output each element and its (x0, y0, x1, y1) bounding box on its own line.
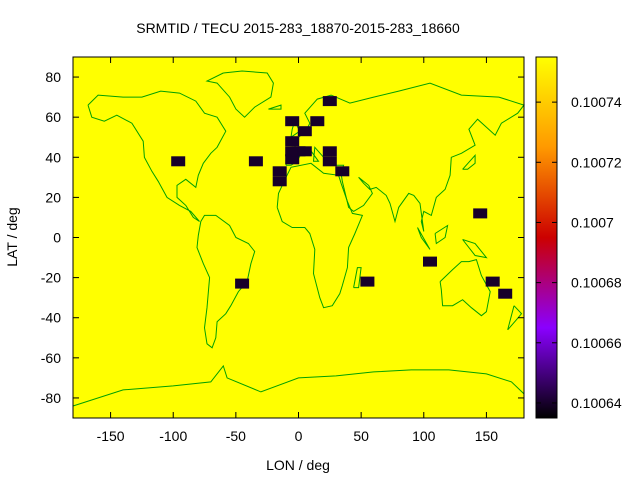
x-tick-label: 100 (412, 428, 436, 444)
coastline (87, 90, 227, 222)
station-marker (322, 146, 337, 157)
coastline (462, 239, 488, 259)
land-outlines (72, 70, 525, 407)
colorbar-tick-label: 0.10064 (571, 395, 622, 411)
y-axis-label: LAT / deg (4, 207, 20, 266)
x-tick-label: 150 (475, 428, 499, 444)
coastline (205, 70, 274, 118)
x-tick-label: -50 (226, 428, 246, 444)
station-marker (335, 166, 350, 177)
plot-background (73, 57, 524, 418)
station-marker (272, 166, 287, 177)
x-tick-label: -100 (159, 428, 187, 444)
x-tick-label: -150 (97, 428, 125, 444)
x-tick-label: 50 (353, 428, 369, 444)
x-tick-label: 0 (295, 428, 303, 444)
station-marker (248, 156, 263, 167)
coastline (196, 214, 256, 349)
station-marker (360, 276, 375, 287)
coastline (462, 153, 476, 170)
y-tick-label: -40 (41, 310, 61, 326)
y-tick-label: -80 (41, 390, 61, 406)
station-marker (297, 146, 312, 157)
coastline (417, 227, 431, 250)
colorbar-gradient (535, 56, 558, 419)
y-tick-label: -60 (41, 350, 61, 366)
x-axis-label: LON / deg (266, 457, 330, 473)
colorbar: 0.10064 0.10066 0.10068 0.1007 0.10072 0.1007… (535, 56, 622, 419)
station-markers (171, 96, 513, 299)
coastline (72, 364, 525, 407)
coastline (353, 267, 362, 289)
colorbar-tick-label: 0.10072 (571, 154, 622, 170)
y-tick-label: 0 (53, 230, 61, 246)
station-marker (485, 276, 500, 287)
y-tick-label: 40 (45, 149, 61, 165)
plot-area (73, 57, 524, 418)
station-marker (285, 116, 300, 127)
coastline (434, 224, 449, 245)
y-tick-label: 20 (45, 189, 61, 205)
coastline (268, 104, 282, 110)
colorbar-tick-label: 0.1007 (571, 214, 614, 230)
station-marker (322, 156, 337, 167)
station-marker (498, 288, 513, 299)
y-tick-label: -20 (41, 270, 61, 286)
axes: -150 -100 -50 0 50 100 150 -80 -60 -40 -20 0 20 40 60 8… (41, 56, 525, 444)
station-marker (285, 154, 300, 165)
station-marker (171, 156, 186, 167)
station-marker (322, 96, 337, 107)
chart-title: SRMTID / TECU 2015-283_18870-2015-283_18… (136, 20, 460, 36)
station-marker (297, 126, 312, 137)
colorbar-tick-label: 0.10066 (571, 335, 622, 351)
y-tick-label: 60 (45, 109, 61, 125)
station-marker (473, 208, 488, 219)
coastline (276, 162, 364, 309)
coastline (507, 305, 523, 331)
colorbar-tick-label: 0.10068 (571, 275, 622, 291)
station-marker (310, 116, 325, 127)
station-marker (272, 176, 287, 187)
station-marker (285, 136, 300, 147)
coastline (439, 258, 491, 317)
y-tick-label: 80 (45, 69, 61, 85)
station-marker (423, 256, 437, 267)
colorbar-tick-label: 0.10074 (571, 94, 622, 110)
station-marker (235, 278, 250, 289)
